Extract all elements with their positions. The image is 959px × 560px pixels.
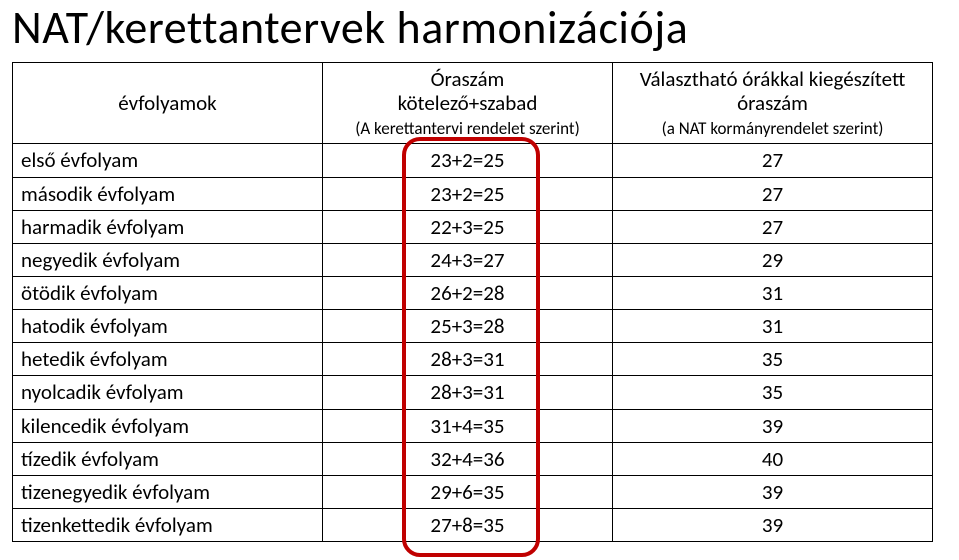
row-calc: 32+4=36 [323,442,613,475]
row-total: 31 [613,276,933,309]
col3-line1: Választható órákkal kiegészített [640,66,906,92]
row-total: 27 [613,144,933,177]
row-label: negyedik évfolyam [13,243,323,276]
table-row: negyedik évfolyam 24+3=27 29 [13,243,933,276]
row-total: 27 [613,210,933,243]
table-row: hetedik évfolyam 28+3=31 35 [13,343,933,376]
row-total: 35 [613,376,933,409]
row-calc: 23+2=25 [323,177,613,210]
col3-sub: (a NAT kormányrendelet szerint) [662,118,884,139]
hours-table: évfolyamok Óraszám kötelező+szabad (A ke… [12,62,933,542]
table-head: évfolyamok Óraszám kötelező+szabad (A ke… [13,63,933,144]
table-row: első évfolyam 23+2=25 27 [13,144,933,177]
table-row: nyolcadik évfolyam 28+3=31 35 [13,376,933,409]
page: NAT/kerettantervek harmonizációja évfoly… [0,0,959,542]
row-total: 35 [613,343,933,376]
col3-line2: óraszám [737,90,808,116]
table-row: hatodik évfolyam 25+3=28 31 [13,310,933,343]
row-label: első évfolyam [13,144,323,177]
table-body: első évfolyam 23+2=25 27 második évfolya… [13,144,933,542]
row-total: 39 [613,508,933,541]
row-calc: 23+2=25 [323,144,613,177]
row-total: 27 [613,177,933,210]
table-row: ötödik évfolyam 26+2=28 31 [13,276,933,309]
row-label: hatodik évfolyam [13,310,323,343]
table-row: második évfolyam 23+2=25 27 [13,177,933,210]
table-row: kilencedik évfolyam 31+4=35 39 [13,409,933,442]
page-title: NAT/kerettantervek harmonizációja [12,0,947,56]
row-label: harmadik évfolyam [13,210,323,243]
row-label: tizenegyedik évfolyam [13,475,323,508]
row-label: kilencedik évfolyam [13,409,323,442]
col-header-hours: Óraszám kötelező+szabad (A kerettantervi… [323,63,613,144]
row-calc: 25+3=28 [323,310,613,343]
row-calc: 28+3=31 [323,343,613,376]
table-row: tízedik évfolyam 32+4=36 40 [13,442,933,475]
row-total: 39 [613,475,933,508]
row-label: második évfolyam [13,177,323,210]
row-label: nyolcadik évfolyam [13,376,323,409]
col2-line1: Óraszám [431,66,505,92]
row-calc: 31+4=35 [323,409,613,442]
row-calc: 29+6=35 [323,475,613,508]
row-total: 31 [613,310,933,343]
col-header-extended: Választható órákkal kiegészített óraszám… [613,63,933,144]
col2-line2: kötelező+szabad [398,90,538,116]
row-calc: 28+3=31 [323,376,613,409]
row-label: tizenkettedik évfolyam [13,508,323,541]
table-row: tizenegyedik évfolyam 29+6=35 39 [13,475,933,508]
row-total: 40 [613,442,933,475]
row-calc: 22+3=25 [323,210,613,243]
col-header-grades: évfolyamok [13,63,323,144]
table-row: harmadik évfolyam 22+3=25 27 [13,210,933,243]
row-total: 39 [613,409,933,442]
row-total: 29 [613,243,933,276]
table-wrap: évfolyamok Óraszám kötelező+szabad (A ke… [12,62,932,542]
row-calc: 27+8=35 [323,508,613,541]
row-label: tízedik évfolyam [13,442,323,475]
table-row: tizenkettedik évfolyam 27+8=35 39 [13,508,933,541]
row-label: ötödik évfolyam [13,276,323,309]
row-calc: 24+3=27 [323,243,613,276]
row-label: hetedik évfolyam [13,343,323,376]
row-calc: 26+2=28 [323,276,613,309]
col2-sub: (A kerettantervi rendelet szerint) [355,118,580,139]
